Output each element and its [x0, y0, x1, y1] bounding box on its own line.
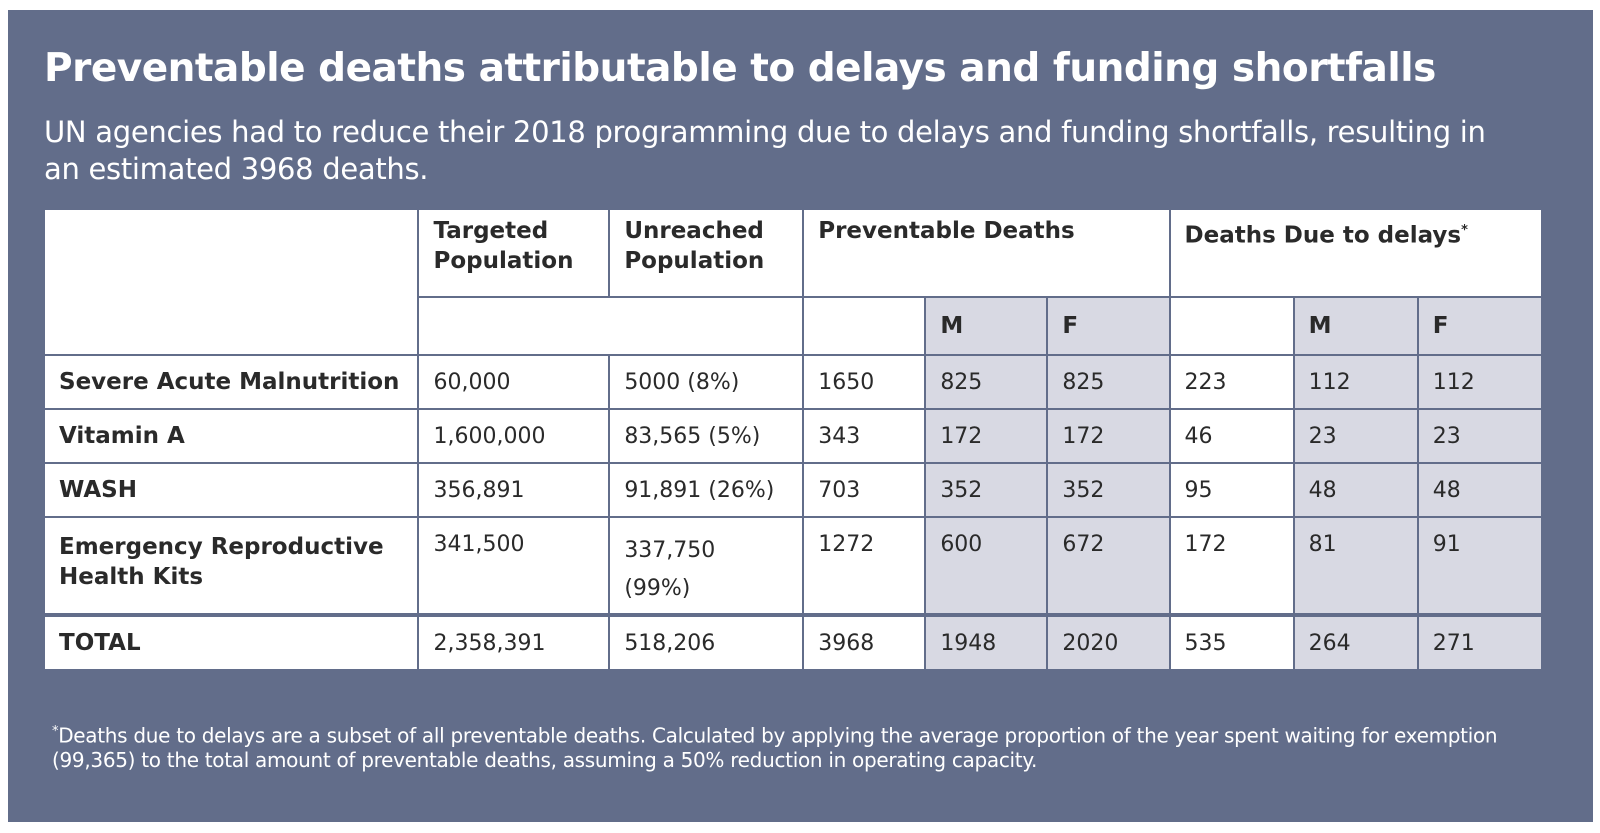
cell-unreached: 337,750 (99%) [608, 516, 805, 616]
table-row-vitamin-a: Vitamin A 1,600,000 83,565 (5%) 343 172 … [42, 408, 1544, 464]
cell-preventable-total: 1650 [802, 354, 927, 410]
subheader-preventable-f: F [1046, 296, 1171, 356]
footnote: *Deaths due to delays are a subset of al… [52, 720, 1552, 772]
cell-preventable-m: 600 [924, 516, 1049, 616]
total-preventable-f: 2020 [1046, 613, 1171, 671]
table-row-emergency-reproductive-health-kits: Emergency Reproductive Health Kits 341,5… [42, 516, 1544, 616]
cell-preventable-total: 703 [802, 462, 927, 518]
header-deaths-due-to-delays-label: Deaths Due to delays [1184, 222, 1462, 249]
cell-delays-f: 48 [1416, 462, 1544, 518]
cell-targeted: 1,600,000 [417, 408, 611, 464]
cell-preventable-m: 825 [924, 354, 1049, 410]
footnote-mark: * [52, 724, 59, 739]
total-delays-f: 271 [1416, 613, 1544, 671]
cell-preventable-f: 352 [1046, 462, 1171, 518]
cell-delays-f: 91 [1416, 516, 1544, 616]
cell-delays-m: 112 [1292, 354, 1419, 410]
subheader-delays-m: M [1292, 296, 1419, 356]
cell-delays-f: 112 [1416, 354, 1544, 410]
header-row: Targeted Population Unreached Population… [42, 208, 1544, 356]
subheader-row: M F M F [44, 296, 1544, 356]
total-label: TOTAL [42, 613, 420, 671]
header-unreached-population: Unreached Population [608, 208, 805, 298]
table-row-total: TOTAL 2,358,391 518,206 3968 1948 2020 5… [42, 613, 1544, 671]
subheader-delays-f: F [1416, 296, 1544, 356]
subheader-preventable-total-cell [802, 296, 927, 356]
footnote-text: Deaths due to delays are a subset of all… [52, 723, 1498, 772]
cell-preventable-total: 1272 [802, 516, 927, 616]
total-preventable-total: 3968 [802, 613, 927, 671]
total-targeted: 2,358,391 [417, 613, 611, 671]
deaths-table: Targeted Population Unreached Population… [42, 208, 1544, 671]
total-unreached: 518,206 [608, 613, 805, 671]
subheader-preventable-m: M [924, 296, 1049, 356]
cell-preventable-m: 352 [924, 462, 1049, 518]
cell-delays-total: 95 [1168, 462, 1295, 518]
cell-preventable-total: 343 [802, 408, 927, 464]
header-preventable-deaths: Preventable Deaths [802, 208, 1171, 298]
page-subtitle: UN agencies had to reduce their 2018 pro… [44, 115, 1486, 186]
cell-delays-total: 172 [1168, 516, 1295, 616]
header-empty-cell [42, 208, 420, 356]
table-row-wash: WASH 356,891 91,891 (26%) 703 352 352 95… [42, 462, 1544, 518]
cell-targeted: 60,000 [417, 354, 611, 410]
cell-targeted: 356,891 [417, 462, 611, 518]
page-title: Preventable deaths attributable to delay… [44, 46, 1436, 91]
cell-delays-m: 81 [1292, 516, 1419, 616]
cell-unreached: 5000 (8%) [608, 354, 805, 410]
cell-unreached: 91,891 (26%) [608, 462, 805, 518]
total-delays-total: 535 [1168, 613, 1295, 671]
subheader-delays-total-cell [1168, 296, 1295, 356]
cell-unreached: 83,565 (5%) [608, 408, 805, 464]
total-preventable-m: 1948 [924, 613, 1049, 671]
cell-delays-m: 48 [1292, 462, 1419, 518]
cell-preventable-f: 672 [1046, 516, 1171, 616]
footnote-marker: * [1461, 223, 1468, 238]
total-delays-m: 264 [1292, 613, 1419, 671]
cell-delays-total: 223 [1168, 354, 1295, 410]
row-label: Severe Acute Malnutrition [42, 354, 420, 410]
cell-delays-f: 23 [1416, 408, 1544, 464]
cell-delays-total: 46 [1168, 408, 1295, 464]
row-label: Vitamin A [42, 408, 420, 464]
table-row-severe-acute-malnutrition: Severe Acute Malnutrition 60,000 5000 (8… [42, 354, 1544, 410]
cell-preventable-f: 825 [1046, 354, 1171, 410]
subheader-empty-cell [417, 296, 805, 356]
row-label: WASH [42, 462, 420, 518]
cell-preventable-m: 172 [924, 408, 1049, 464]
cell-preventable-f: 172 [1046, 408, 1171, 464]
cell-targeted: 341,500 [417, 516, 611, 616]
header-targeted-population: Targeted Population [417, 208, 611, 298]
row-label: Emergency Reproductive Health Kits [42, 516, 420, 616]
header-deaths-due-to-delays: Deaths Due to delays* [1168, 208, 1544, 298]
cell-delays-m: 23 [1292, 408, 1419, 464]
